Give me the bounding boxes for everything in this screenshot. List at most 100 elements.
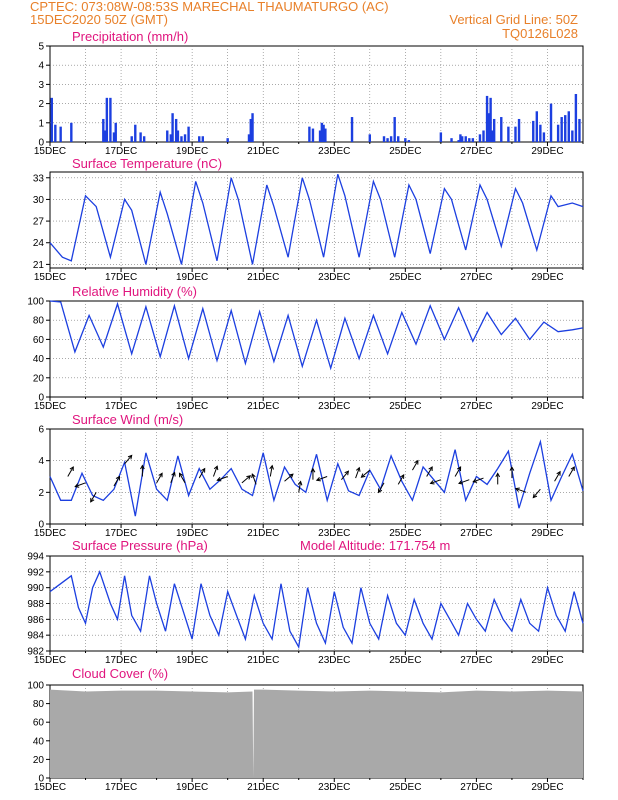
precipitation-bar <box>109 97 112 142</box>
x-tick-label: 29DEC <box>531 146 563 157</box>
wind-arrow-shaft <box>458 479 470 484</box>
y-tick-label: 5 <box>38 42 44 53</box>
wind-arrow-shaft <box>515 488 527 493</box>
wind-arrow-head <box>344 470 350 476</box>
y-tick-label: 100 <box>27 681 44 692</box>
wind-arrow-shaft <box>568 466 575 477</box>
precipitation-bar <box>174 118 178 142</box>
wind-arrow-shaft <box>316 476 328 481</box>
x-tick-label: 19DEC <box>176 146 208 157</box>
precipitation-bar <box>139 132 142 142</box>
wind-arrow-head <box>514 487 520 492</box>
precipitation-bar <box>198 136 201 142</box>
wind-arrow-shaft <box>179 473 186 484</box>
y-tick-label: 100 <box>27 297 44 308</box>
header-grid-line: Vertical Grid Line: 50Z <box>449 12 578 27</box>
wind-arrow-head <box>269 464 274 470</box>
x-tick-label: 15DEC <box>34 401 66 412</box>
precipitation-bar <box>386 138 389 142</box>
y-tick-label: 4 <box>38 61 44 72</box>
wind-arrow-head <box>458 480 463 485</box>
wind-arrow-head <box>532 493 538 499</box>
x-tick-label: 23DEC <box>318 528 350 539</box>
y-tick-label: 2 <box>38 99 44 110</box>
precipitation-bar <box>407 140 411 142</box>
y-tick-label: 24 <box>33 238 45 249</box>
x-tick-label: 23DEC <box>318 146 350 157</box>
y-tick-label: 27 <box>33 217 45 228</box>
precipitation-bar <box>308 126 311 142</box>
precipitation-bar <box>468 138 471 142</box>
x-tick-label: 29DEC <box>531 528 563 539</box>
y-tick-label: 0 <box>38 774 44 785</box>
precipitation-bar <box>393 117 396 142</box>
x-tick-label: 27DEC <box>460 528 492 539</box>
wind-arrow-shaft <box>241 475 251 484</box>
precipitation-bar <box>450 138 453 142</box>
precipitation-bar <box>564 115 567 142</box>
precipitation-bar <box>489 97 492 142</box>
wind-arrow-shaft <box>113 476 120 487</box>
series-line <box>49 570 584 649</box>
precipitation-bar <box>311 128 315 142</box>
precipitation-bar <box>571 130 574 142</box>
temperature-title: Surface Temperature (nC) <box>72 156 222 171</box>
wind-arrow-shaft <box>170 472 176 484</box>
wind-arrow-shaft <box>472 477 484 483</box>
wind-arrow-head <box>127 454 133 460</box>
panel-frame <box>49 428 584 525</box>
y-tick-label: 40 <box>33 736 45 747</box>
wind-arrow-head <box>178 472 184 478</box>
wind-arrow-head <box>414 459 419 465</box>
wind-arrow-shaft <box>298 481 302 493</box>
precipitation-bar <box>251 113 254 142</box>
y-tick-label: 994 <box>27 552 44 563</box>
wind-arrow-shaft <box>397 474 405 485</box>
y-tick-label: 992 <box>27 567 44 578</box>
precipitation-bar <box>471 138 475 142</box>
wind-arrow-head <box>315 476 321 482</box>
x-tick-label: 27DEC <box>460 272 492 283</box>
wind-arrow-head <box>216 476 222 482</box>
wind-arrow-shaft <box>269 465 273 477</box>
y-tick-label: 0 <box>38 520 44 531</box>
precipitation-bar <box>560 117 563 142</box>
precipitation-bar <box>460 136 464 142</box>
x-tick-label: 19DEC <box>176 528 208 539</box>
wind-arrow-shaft <box>340 470 349 480</box>
precipitation-bar <box>59 126 62 142</box>
precipitation-bar <box>201 136 204 142</box>
precipitation-bar <box>176 130 180 142</box>
x-tick-label: 23DEC <box>318 782 350 793</box>
precipitation-bar <box>322 124 325 142</box>
wind-arrow-shaft <box>532 488 541 498</box>
pressure-title: Surface Pressure (hPa) <box>72 538 208 553</box>
precipitation-bar <box>439 132 443 142</box>
precipitation-bar <box>535 111 539 142</box>
precipitation-bar <box>102 118 105 142</box>
x-tick-label: 17DEC <box>105 272 137 283</box>
x-tick-label: 17DEC <box>105 655 137 666</box>
precipitation-bar <box>492 118 496 142</box>
x-tick-label: 21DEC <box>247 782 279 793</box>
y-tick-label: 30 <box>33 195 45 206</box>
precipitation-bar <box>556 124 560 142</box>
precipitation-bar <box>514 126 517 142</box>
x-tick-label: 21DEC <box>247 401 279 412</box>
wind-arrow-head <box>355 466 361 472</box>
precipitation-bar <box>166 130 169 142</box>
precipitation-bar <box>180 136 183 142</box>
wind-arrow-head <box>495 472 501 478</box>
wind-arrow-head <box>140 464 145 470</box>
x-tick-label: 29DEC <box>531 655 563 666</box>
y-tick-label: 40 <box>33 354 45 365</box>
precipitation-bar <box>368 134 371 142</box>
y-tick-label: 80 <box>33 316 45 327</box>
x-tick-label: 29DEC <box>531 782 563 793</box>
y-tick-label: 986 <box>27 615 44 626</box>
x-tick-label: 27DEC <box>460 401 492 412</box>
precipitation-bar <box>324 128 327 142</box>
precipitation-bar <box>171 113 174 142</box>
pressure-annotation: Model Altitude: 171.754 m <box>300 538 450 553</box>
series-line <box>49 439 584 517</box>
